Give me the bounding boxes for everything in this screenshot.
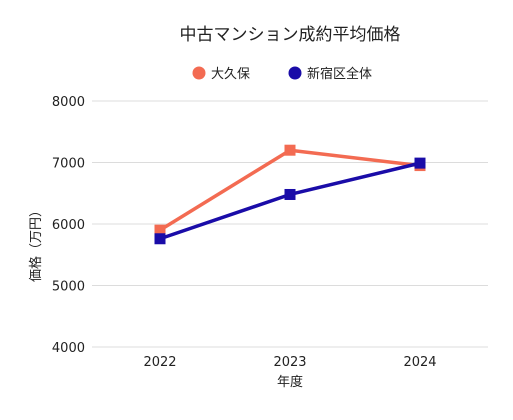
legend-item: 新宿区全体 xyxy=(288,66,372,82)
series-group xyxy=(154,144,426,245)
series-line xyxy=(159,161,421,241)
series-2 xyxy=(154,157,426,245)
y-tick-label: 6000 xyxy=(52,218,85,233)
chart-title: 中古マンション成約平均価格 xyxy=(180,25,401,45)
data-point xyxy=(154,233,166,245)
legend-label: 大久保 xyxy=(211,67,250,82)
y-tick-label: 7000 xyxy=(52,157,85,172)
grid xyxy=(92,100,488,348)
y-tick-label: 5000 xyxy=(52,280,85,295)
x-tick-label: 2023 xyxy=(273,355,306,370)
legend-marker xyxy=(192,66,206,80)
y-tick-label: 8000 xyxy=(52,95,85,110)
x-axis-ticks: 2022 2023 2024 xyxy=(143,355,436,370)
legend: 大久保 新宿区全体 xyxy=(192,66,372,82)
data-point xyxy=(154,224,166,236)
data-point xyxy=(284,144,296,156)
x-axis-title: 年度 xyxy=(277,374,303,390)
legend-label: 新宿区全体 xyxy=(307,66,372,82)
data-point xyxy=(284,188,296,200)
x-tick-label: 2024 xyxy=(403,355,436,370)
legend-item: 大久保 xyxy=(192,66,250,82)
x-tick-label: 2022 xyxy=(143,355,176,370)
y-axis-ticks: 4000 5000 6000 7000 8000 xyxy=(52,95,85,356)
y-axis-title: 価格（万円） xyxy=(28,204,44,282)
data-point xyxy=(414,157,426,169)
legend-marker xyxy=(288,66,302,80)
y-tick-label: 4000 xyxy=(52,341,85,356)
